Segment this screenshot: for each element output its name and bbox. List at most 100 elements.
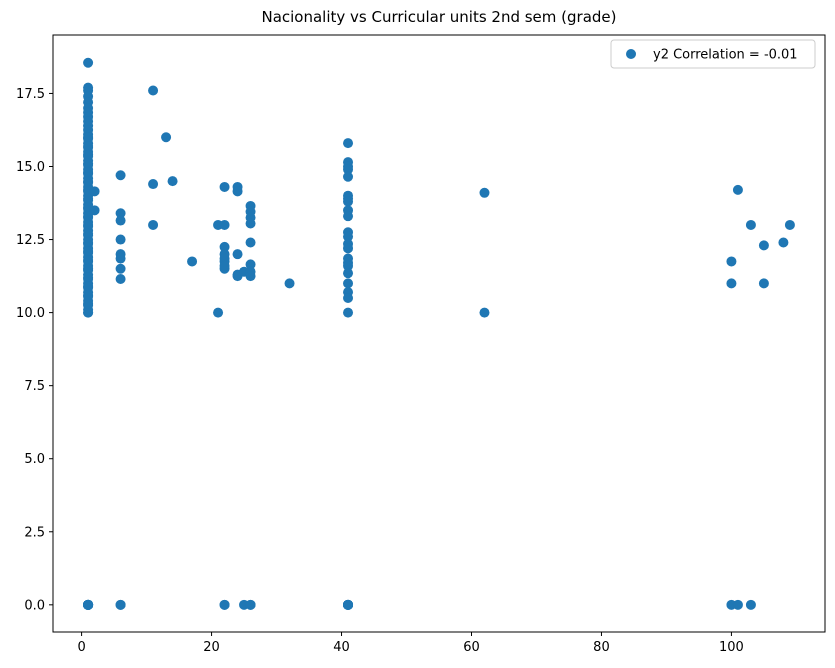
x-tick-label: 40: [333, 640, 350, 655]
data-point: [83, 263, 94, 274]
data-point: [784, 219, 795, 230]
data-point: [245, 271, 256, 282]
data-point: [83, 57, 94, 68]
data-point: [245, 218, 256, 229]
data-point: [343, 171, 354, 182]
data-point: [758, 240, 769, 251]
data-point: [778, 237, 789, 248]
data-point: [89, 186, 100, 197]
plot-frame: [52, 34, 826, 633]
data-point: [148, 179, 159, 190]
data-point: [343, 260, 354, 271]
data-point: [89, 205, 100, 216]
data-point: [83, 176, 94, 187]
data-point: [343, 292, 354, 303]
data-point: [219, 219, 230, 230]
data-point: [343, 243, 354, 254]
data-point: [479, 187, 490, 198]
data-point: [343, 196, 354, 207]
legend-label: y2 Correlation = -0.01: [653, 48, 798, 63]
data-point: [83, 141, 94, 152]
x-tick-label: 20: [203, 640, 220, 655]
data-point: [343, 231, 354, 242]
data-point: [245, 259, 256, 270]
x-tick-label: 100: [719, 640, 744, 655]
data-point: [219, 253, 230, 264]
data-point: [115, 253, 126, 264]
data-point: [115, 234, 126, 245]
data-point: [115, 170, 126, 181]
data-point: [745, 599, 756, 610]
legend-marker: [626, 49, 636, 59]
x-axis: 0 20 40 60 80 100: [77, 632, 744, 655]
data-point: [232, 186, 243, 197]
data-point: [83, 149, 94, 160]
data-point: [83, 228, 94, 239]
y-tick-label: 10.0: [16, 306, 45, 321]
x-tick-label: 80: [593, 640, 610, 655]
legend-box: [610, 39, 816, 69]
data-point: [745, 219, 756, 230]
data-point: [83, 158, 94, 169]
data-point: [343, 307, 354, 318]
data-point: [343, 138, 354, 149]
y-tick-label: 15.0: [16, 160, 45, 175]
data-point: [343, 211, 354, 222]
data-point: [167, 176, 178, 187]
data-points: [83, 57, 795, 610]
data-point: [148, 85, 159, 96]
data-point: [732, 599, 743, 610]
data-point: [161, 132, 172, 143]
data-point: [115, 599, 126, 610]
y-axis: 0.0 2.5 5.0 7.5 10.0 12.5 15.0 17.5: [16, 87, 53, 613]
data-point: [343, 164, 354, 175]
y-tick-label: 17.5: [16, 87, 45, 102]
data-point: [115, 263, 126, 274]
x-tick-label: 60: [463, 640, 480, 655]
y-tick-label: 0.0: [24, 598, 45, 613]
chart-title: Nacionality vs Curricular units 2nd sem …: [261, 8, 616, 26]
data-point: [758, 278, 769, 289]
data-point: [83, 281, 94, 292]
y-tick-label: 5.0: [24, 452, 45, 467]
data-point: [83, 167, 94, 178]
data-point: [245, 237, 256, 248]
data-point: [343, 268, 354, 279]
data-point: [83, 193, 94, 204]
data-point: [83, 237, 94, 248]
data-point: [115, 274, 126, 285]
data-point: [83, 599, 94, 610]
data-point: [284, 278, 295, 289]
data-point: [726, 278, 737, 289]
data-point: [245, 599, 256, 610]
data-point: [83, 132, 94, 143]
data-point: [83, 290, 94, 301]
data-point: [219, 599, 230, 610]
data-point: [232, 249, 243, 260]
data-point: [83, 307, 94, 318]
data-point: [83, 219, 94, 230]
data-point: [83, 298, 94, 309]
data-point: [726, 256, 737, 267]
data-point: [219, 181, 230, 192]
legend: y2 Correlation = -0.01: [610, 39, 816, 69]
data-point: [343, 599, 354, 610]
x-tick-label: 0: [77, 640, 85, 655]
data-point: [219, 260, 230, 271]
data-point: [115, 208, 126, 219]
data-point: [83, 272, 94, 283]
data-point: [732, 184, 743, 195]
data-point: [219, 241, 230, 252]
y-tick-label: 12.5: [16, 233, 45, 248]
data-point: [83, 255, 94, 266]
data-point: [213, 307, 224, 318]
data-point: [479, 307, 490, 318]
data-point: [187, 256, 198, 267]
data-point: [115, 215, 126, 226]
data-point: [148, 219, 159, 230]
data-point: [343, 278, 354, 289]
y-tick-label: 7.5: [24, 379, 45, 394]
data-point: [83, 211, 94, 222]
